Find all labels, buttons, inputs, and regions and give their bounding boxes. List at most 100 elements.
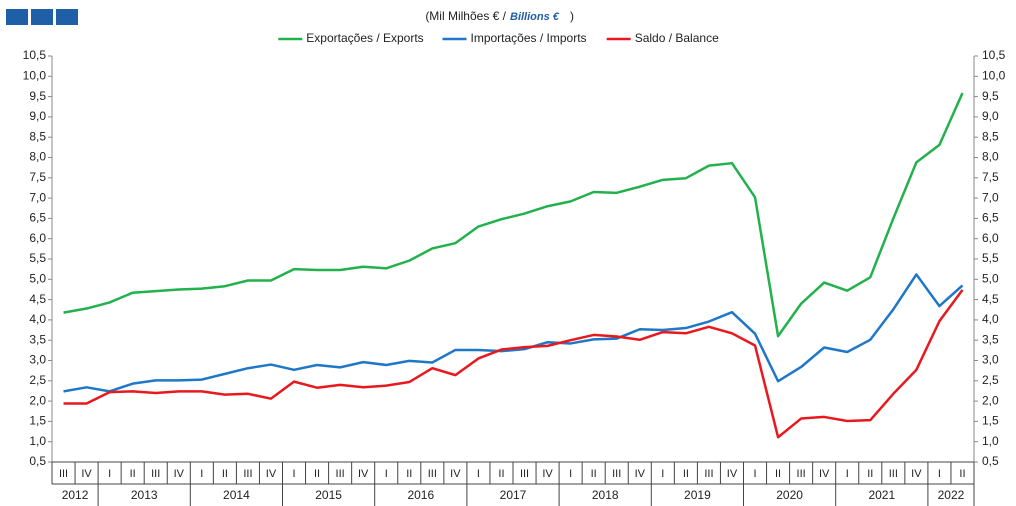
y2-tick-label: 9,5 xyxy=(982,89,999,103)
y-tick-label: 6,0 xyxy=(29,231,46,245)
y2-tick-label: 8,0 xyxy=(982,150,999,164)
x-tick-label: IV xyxy=(358,468,369,480)
x-tick-label: IV xyxy=(542,468,553,480)
y2-tick-label: 3,0 xyxy=(982,353,999,367)
y2-tick-label: 10,5 xyxy=(982,48,1006,62)
x-tick-label: III xyxy=(704,468,713,480)
x-tick-label: II xyxy=(498,468,504,480)
series-line xyxy=(63,273,964,393)
y-tick-label: 5,0 xyxy=(29,271,46,285)
x-tick-label: I xyxy=(938,468,941,480)
y2-tick-label: 7,0 xyxy=(982,190,999,204)
y2-tick-label: 4,5 xyxy=(982,292,999,306)
y-tick-label: 3,0 xyxy=(29,353,46,367)
year-label: 2020 xyxy=(776,488,803,502)
year-label: 2016 xyxy=(407,488,434,502)
x-tick-label: II xyxy=(775,468,781,480)
y-tick-label: 1,0 xyxy=(29,434,46,448)
y2-tick-label: 9,0 xyxy=(982,109,999,123)
legend-label: Importações / Imports xyxy=(471,31,587,45)
y-tick-label: 9,0 xyxy=(29,109,46,123)
y-tick-label: 2,0 xyxy=(29,393,46,407)
x-tick-label: IV xyxy=(727,468,738,480)
x-tick-label: II xyxy=(406,468,412,480)
x-tick-label: IV xyxy=(819,468,830,480)
y2-tick-label: 6,0 xyxy=(982,231,999,245)
y-tick-label: 8,5 xyxy=(29,129,46,143)
x-tick-label: III xyxy=(243,468,252,480)
x-tick-label: I xyxy=(661,468,664,480)
x-tick-label: IV xyxy=(911,468,922,480)
y2-tick-label: 0,5 xyxy=(982,454,999,468)
y-tick-label: 3,5 xyxy=(29,332,46,346)
series-line xyxy=(63,289,964,439)
y-tick-label: 4,5 xyxy=(29,292,46,306)
x-tick-label: II xyxy=(130,468,136,480)
year-label: 2021 xyxy=(868,488,895,502)
x-tick-label: I xyxy=(292,468,295,480)
y-tick-label: 2,5 xyxy=(29,373,46,387)
y-tick-label: 10,5 xyxy=(23,48,47,62)
x-tick-label: I xyxy=(846,468,849,480)
year-label: 2012 xyxy=(62,488,89,502)
y2-tick-label: 6,5 xyxy=(982,211,999,225)
x-tick-label: IV xyxy=(81,468,92,480)
y2-tick-label: 8,5 xyxy=(982,129,999,143)
chart-title-en: Billions € xyxy=(510,11,560,23)
y-tick-label: 0,5 xyxy=(29,454,46,468)
x-tick-label: IV xyxy=(174,468,185,480)
y-tick-label: 6,5 xyxy=(29,211,46,225)
x-tick-label: III xyxy=(59,468,68,480)
x-tick-label: II xyxy=(867,468,873,480)
x-tick-label: III xyxy=(612,468,621,480)
y-tick-label: 4,0 xyxy=(29,312,46,326)
x-tick-label: I xyxy=(753,468,756,480)
x-tick-label: II xyxy=(959,468,965,480)
x-tick-label: III xyxy=(520,468,529,480)
y2-tick-label: 7,5 xyxy=(982,170,999,184)
x-tick-label: III xyxy=(797,468,806,480)
y2-tick-label: 2,5 xyxy=(982,373,999,387)
x-tick-label: III xyxy=(336,468,345,480)
x-tick-label: II xyxy=(683,468,689,480)
y-tick-label: 8,0 xyxy=(29,150,46,164)
x-tick-label: I xyxy=(385,468,388,480)
x-tick-label: III xyxy=(428,468,437,480)
y2-tick-label: 1,0 xyxy=(982,434,999,448)
logo-block xyxy=(56,9,78,25)
year-label: 2017 xyxy=(500,488,527,502)
y2-tick-label: 4,0 xyxy=(982,312,999,326)
y-tick-label: 7,0 xyxy=(29,190,46,204)
x-tick-label: I xyxy=(108,468,111,480)
y-tick-label: 5,5 xyxy=(29,251,46,265)
logo-block xyxy=(6,9,28,25)
x-tick-label: III xyxy=(889,468,898,480)
y2-tick-label: 5,0 xyxy=(982,271,999,285)
x-tick-label: II xyxy=(591,468,597,480)
legend-label: Saldo / Balance xyxy=(635,31,719,45)
series-line xyxy=(63,92,964,338)
y-tick-label: 7,5 xyxy=(29,170,46,184)
y-tick-label: 9,5 xyxy=(29,89,46,103)
x-tick-label: IV xyxy=(635,468,646,480)
y2-tick-label: 1,5 xyxy=(982,414,999,428)
legend-label: Exportações / Exports xyxy=(306,31,423,45)
year-label: 2014 xyxy=(223,488,250,502)
y2-tick-label: 5,5 xyxy=(982,251,999,265)
x-tick-label: I xyxy=(200,468,203,480)
year-label: 2022 xyxy=(938,488,965,502)
year-label: 2013 xyxy=(131,488,158,502)
x-tick-label: IV xyxy=(266,468,277,480)
y-tick-label: 1,5 xyxy=(29,414,46,428)
year-label: 2015 xyxy=(315,488,342,502)
x-tick-label: II xyxy=(222,468,228,480)
year-label: 2019 xyxy=(684,488,711,502)
year-label: 2018 xyxy=(592,488,619,502)
y2-tick-label: 3,5 xyxy=(982,332,999,346)
y-tick-label: 10,0 xyxy=(23,68,47,82)
x-tick-label: III xyxy=(151,468,160,480)
x-tick-label: II xyxy=(314,468,320,480)
chart-title: (Mil Milhões € / xyxy=(425,9,506,23)
x-tick-label: I xyxy=(569,468,572,480)
